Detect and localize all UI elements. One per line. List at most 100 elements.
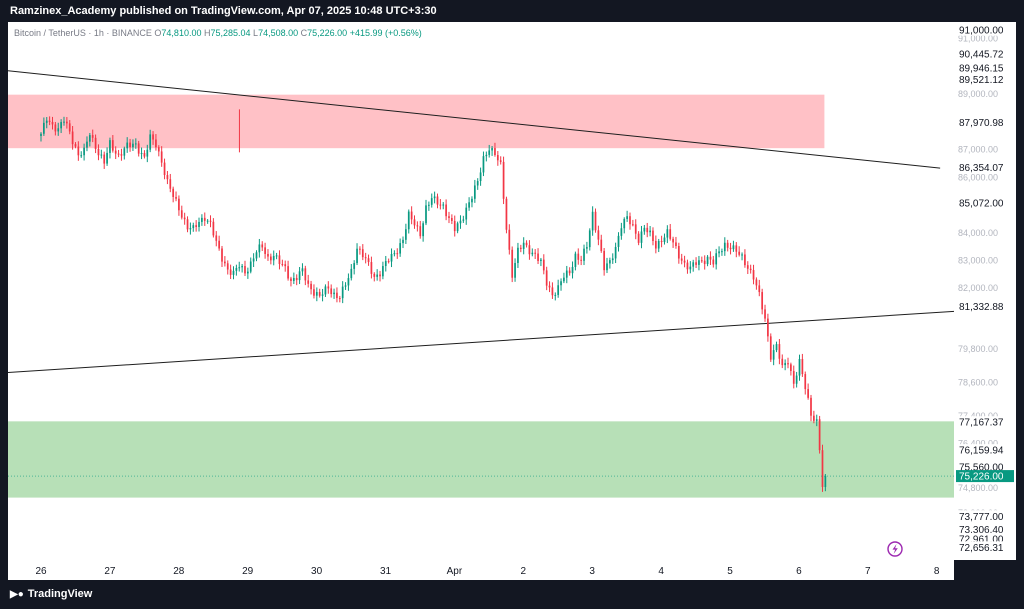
x-tick-label: 8 [934, 566, 940, 577]
candle-body [330, 288, 333, 295]
candle-body [65, 121, 68, 124]
candle-body [657, 240, 660, 249]
candle-body [307, 280, 310, 284]
candle-body [278, 255, 281, 265]
symbol-legend: Bitcoin / TetherUS · 1h · BINANCE O74,81… [14, 28, 422, 38]
chart-plot-area[interactable]: Bitcoin / TetherUS · 1h · BINANCE O74,81… [8, 22, 954, 560]
candle-body [384, 261, 387, 267]
candle-body [189, 228, 192, 230]
lightning-icon[interactable] [887, 541, 903, 557]
trendline-1[interactable] [8, 70, 941, 169]
candle-body [813, 415, 815, 421]
open-label: O [154, 28, 162, 38]
candle-body [206, 220, 209, 222]
candle-body [57, 128, 60, 132]
high-value: 75,285.04 [210, 28, 251, 38]
candle-body [338, 298, 341, 300]
candle-body [663, 237, 666, 242]
svg-text:87,970.98: 87,970.98 [959, 118, 1004, 129]
support-zone[interactable] [8, 421, 954, 498]
svg-text:91,000.00: 91,000.00 [959, 25, 1004, 36]
candle-body [367, 258, 370, 263]
candle-body [68, 123, 71, 132]
y-tick-label: 87,000.00 [958, 145, 998, 155]
low-label: L [253, 28, 259, 38]
candle-body [439, 204, 442, 206]
candle-body [428, 204, 430, 206]
svg-text:89,521.12: 89,521.12 [959, 75, 1004, 86]
y-tick-label: 86,000.00 [958, 172, 998, 182]
trendline-2[interactable] [8, 310, 954, 374]
candle-body [824, 476, 827, 487]
candle-body [597, 230, 600, 240]
svg-text:72,656.31: 72,656.31 [959, 543, 1004, 554]
candle-body [609, 260, 611, 264]
candle-body [721, 251, 723, 253]
candle-body [379, 274, 381, 277]
candle-body [396, 253, 399, 255]
candle-body [86, 141, 88, 148]
y-tick-label: 74,800.00 [958, 483, 998, 493]
candle-body [485, 154, 488, 157]
candle-body [201, 217, 203, 222]
candle-body [51, 121, 54, 125]
price-level-label: 89,521.12 [956, 73, 1014, 86]
candle-body [97, 148, 100, 156]
candle-body [677, 246, 680, 259]
y-tick-label: 76,400.00 [958, 439, 998, 449]
candle-body [224, 261, 226, 264]
candle-body [60, 122, 62, 129]
candle-body [787, 363, 789, 365]
candle-body [445, 204, 447, 217]
open-value: 74,810.00 [161, 28, 202, 38]
candle-body [91, 135, 94, 138]
price-chart[interactable] [8, 22, 954, 560]
candle-body [413, 219, 416, 226]
price-level-label: 86,354.07 [956, 161, 1014, 174]
candle-body [215, 235, 218, 241]
time-axis-labels: 26 27 28 29 30 31 Apr 2 3 4 5 6 7 8 [35, 566, 940, 577]
candle-body [810, 397, 812, 416]
candle-body [755, 279, 758, 286]
candle-body [140, 153, 143, 155]
candle-body [741, 254, 743, 256]
x-tick-label: 6 [796, 566, 802, 577]
candle-body [545, 270, 548, 286]
resistance-zone[interactable] [8, 94, 825, 149]
candle-body [178, 198, 180, 211]
candle-body [252, 258, 255, 262]
candle-body [571, 266, 574, 274]
candle-body [166, 175, 169, 180]
svg-text:75,226.00: 75,226.00 [959, 472, 1004, 483]
time-axis[interactable]: 26 27 28 29 30 31 Apr 2 3 4 5 6 7 8 [8, 560, 954, 580]
candle-body [387, 261, 390, 263]
candle-body [255, 252, 258, 259]
candle-body [746, 265, 749, 269]
candle-body [63, 121, 65, 123]
candle-body [114, 150, 117, 154]
x-tick-label: Apr [447, 566, 463, 577]
candle-body [749, 268, 752, 271]
candle-body [281, 264, 284, 266]
candle-body [491, 148, 493, 151]
candle-body [315, 292, 318, 296]
price-level-label: 73,306.40 [956, 523, 1014, 536]
candle-body [672, 238, 674, 243]
candle-body [195, 225, 198, 227]
candle-body [795, 375, 798, 384]
candle-body [169, 179, 172, 189]
candle-body [318, 292, 321, 296]
price-level-label: 73,777.00 [956, 510, 1014, 523]
candle-body [804, 374, 807, 390]
candle-body [192, 225, 195, 229]
candle-body [327, 286, 330, 289]
y-tick-label: 91,000.00 [958, 34, 998, 44]
candle-body [390, 253, 393, 262]
candle-body [77, 146, 80, 156]
price-axis[interactable]: 91,000.00 89,000.00 87,000.00 86,000.00 84,0… [954, 22, 1016, 560]
close-label: C [300, 28, 308, 38]
candle-body [172, 188, 175, 197]
candle-body [321, 294, 324, 296]
candle-body [425, 205, 427, 224]
candle-body [123, 148, 126, 156]
